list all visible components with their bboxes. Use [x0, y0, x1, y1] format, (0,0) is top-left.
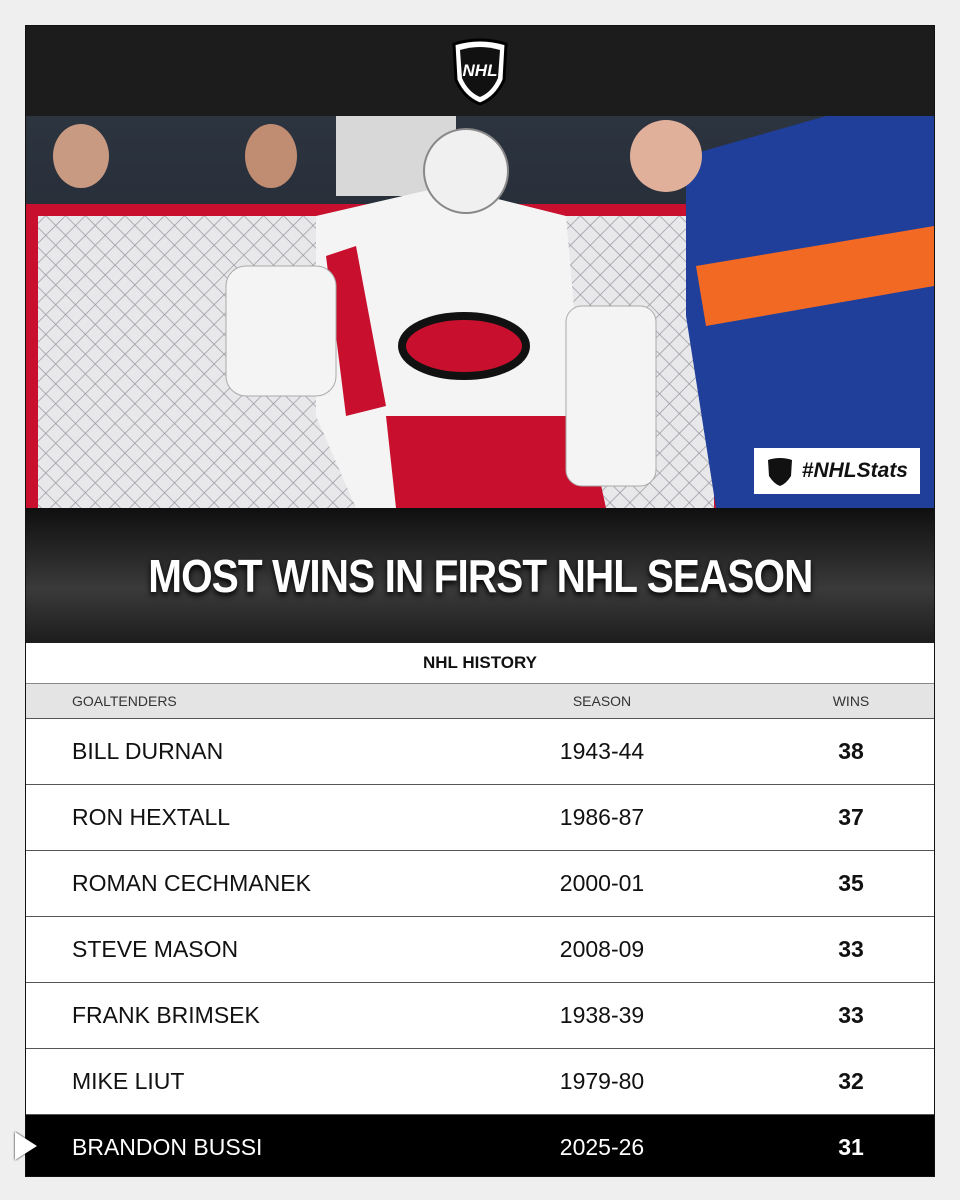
wins: 31: [838, 1134, 864, 1160]
column-header: GOALTENDERS: [72, 693, 177, 709]
season: 2000-01: [559, 870, 645, 896]
table-row: BILL DURNAN 1943-44 38: [26, 719, 934, 785]
table-row: FRANK BRIMSEK 1938-39 33: [26, 983, 934, 1049]
table-caption: NHL HISTORY: [26, 643, 934, 684]
goaltender: BRANDON BUSSI: [72, 1134, 263, 1160]
wins: 37: [838, 804, 864, 830]
wins: 38: [838, 738, 864, 764]
title-band: MOST WINS IN FIRST NHL SEASON: [26, 508, 934, 643]
season: 1979-80: [559, 1068, 645, 1094]
season: 1938-39: [559, 1002, 645, 1028]
nhl-logo: NHL: [452, 38, 508, 106]
graphic: NHL: [25, 25, 935, 1177]
logo-text: NHL: [463, 61, 498, 80]
photo-image: [26, 116, 934, 508]
column-header: WINS: [832, 693, 870, 709]
wins: 33: [838, 1002, 864, 1028]
photo: #NHLStats: [26, 116, 934, 508]
header: NHL: [26, 26, 934, 116]
table-row: BRANDON BUSSI 2025-26 31: [26, 1115, 934, 1176]
goaltender: RON HEXTALL: [72, 804, 231, 830]
highlight-arrow: [15, 1132, 37, 1160]
table-row: STEVE MASON 2008-09 33: [26, 917, 934, 983]
goaltender: ROMAN CECHMANEK: [72, 870, 311, 896]
season: 1986-87: [559, 804, 645, 830]
hashtag: #NHLStats: [801, 459, 908, 482]
goaltender: STEVE MASON: [72, 936, 239, 962]
wins: 32: [838, 1068, 864, 1094]
title: MOST WINS IN FIRST NHL SEASON: [147, 549, 813, 602]
column-header: SEASON: [572, 693, 632, 709]
goaltender: FRANK BRIMSEK: [72, 1002, 260, 1028]
badge-logo: [767, 458, 792, 486]
table-row: ROMAN CECHMANEK 2000-01 35: [26, 851, 934, 917]
column-headers: GOALTENDERS SEASON WINS: [26, 684, 934, 719]
wins: 33: [838, 936, 864, 962]
season: 2008-09: [559, 936, 645, 962]
goaltender: BILL DURNAN: [72, 738, 224, 764]
hashtag-badge: #NHLStats: [753, 448, 920, 494]
season: 1943-44: [559, 738, 645, 764]
table-row: RON HEXTALL 1986-87 37: [26, 785, 934, 851]
table-row: MIKE LIUT 1979-80 32: [26, 1049, 934, 1115]
goaltender: MIKE LIUT: [72, 1068, 185, 1094]
season: 2025-26: [559, 1134, 645, 1160]
table-body: BILL DURNAN 1943-44 38 RON HEXTALL 1986-87 37…: [26, 719, 934, 1176]
wins: 35: [838, 870, 864, 896]
